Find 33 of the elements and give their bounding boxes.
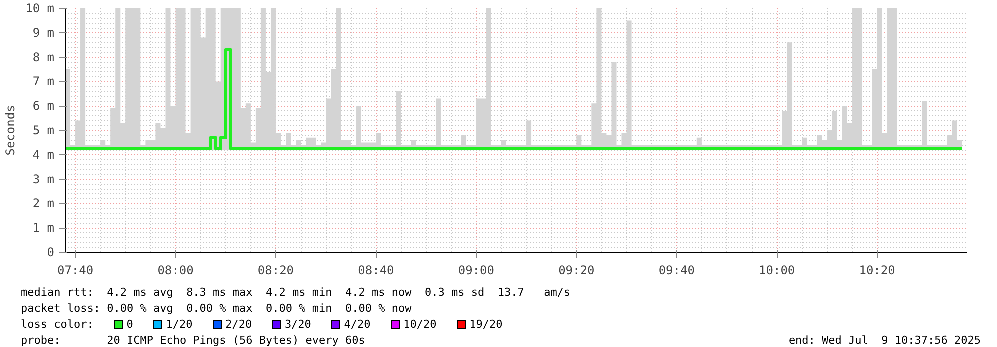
x-tick-label: 08:40 xyxy=(358,264,394,278)
legend-label: 3/20 xyxy=(284,318,312,331)
y-tick-label: 3 m xyxy=(32,172,55,186)
y-tick-label: 4 m xyxy=(32,148,55,162)
legend-title: loss color: xyxy=(21,318,94,331)
x-tick-label: 09:20 xyxy=(558,264,595,278)
x-tick-label: 08:20 xyxy=(258,264,294,278)
y-tick-label: 8 m xyxy=(32,50,55,64)
legend-label: 19/20 xyxy=(470,318,503,331)
x-tick-label: 10:20 xyxy=(859,264,896,278)
x-tick-label: 07:40 xyxy=(57,264,94,278)
x-tick-label: 10:00 xyxy=(759,264,796,278)
text: packet loss: 0.00 % avg 0.00 % max 0.00 % min 0.00 % now xyxy=(21,301,413,317)
legend-label: 2/20 xyxy=(226,318,252,331)
x-tick-label: 08:00 xyxy=(158,264,194,278)
y-axis-title: Seconds xyxy=(4,105,18,156)
y-tick-label: 10 m xyxy=(26,2,55,16)
legend-label: 0 xyxy=(126,318,134,331)
y-tick-label: 7 m xyxy=(32,74,55,89)
y-tick-label: 9 m xyxy=(32,26,55,40)
text: probe: 20 ICMP Echo Pings (56 Bytes) every 60s xyxy=(21,334,366,347)
y-tick-label: 2 m xyxy=(32,196,55,211)
x-tick-label: 09:40 xyxy=(658,264,695,278)
text: median rtt: 4.2 ms avg 8.3 ms max 4.2 ms min 4.2 ms now 0.3 ms sd 13.7 am/s xyxy=(21,285,572,301)
legend-label: 4/20 xyxy=(344,318,371,331)
y-tick-label: 0 xyxy=(47,246,55,260)
y-tick-label: 6 m xyxy=(32,99,55,114)
legend-label: 1/20 xyxy=(166,318,193,331)
y-tick-label: 5 m xyxy=(32,124,55,138)
text: end: Wed Jul 9 10:37:56 2025 xyxy=(788,333,981,347)
legend-label: 10/20 xyxy=(404,318,437,331)
x-tick-label: 09:00 xyxy=(458,264,494,278)
y-tick-label: 1 m xyxy=(32,221,55,236)
